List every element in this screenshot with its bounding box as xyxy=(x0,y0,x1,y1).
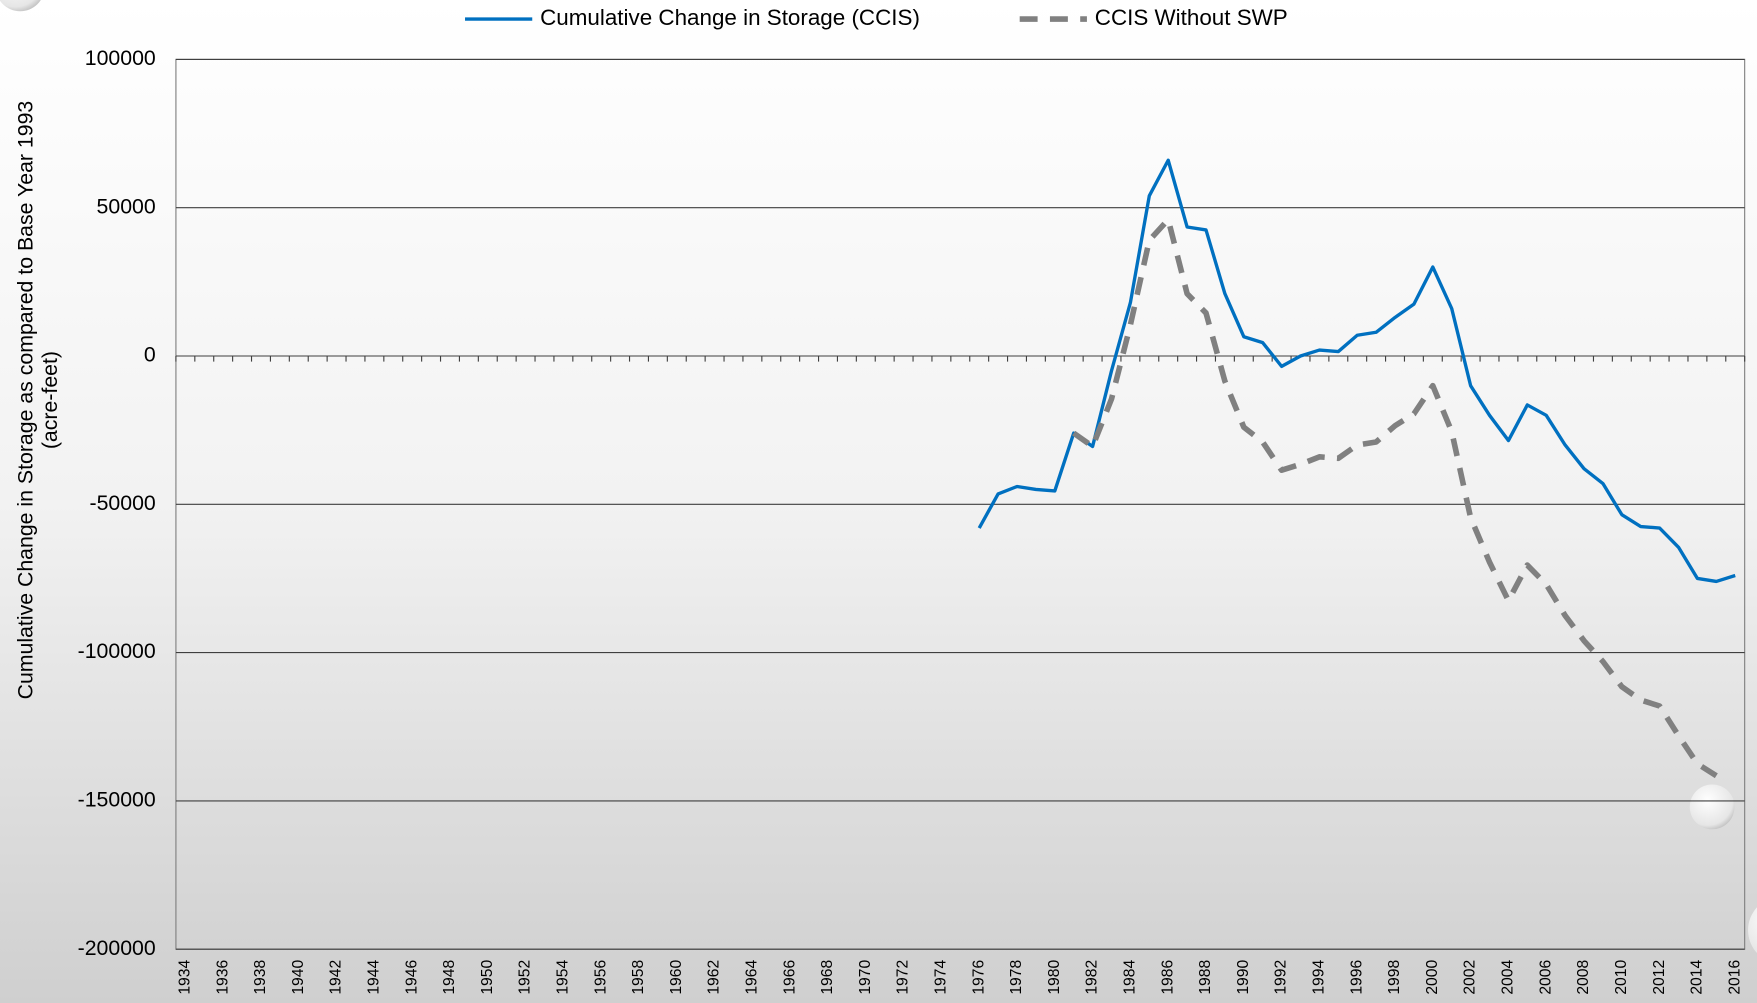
x-tick-label: 2010 xyxy=(1613,960,1630,995)
x-tick-label: 1990 xyxy=(1235,960,1252,995)
x-tick-label: 1982 xyxy=(1084,960,1101,995)
x-tick-label: 1940 xyxy=(290,960,307,995)
x-tick-label: 1970 xyxy=(857,960,874,995)
y-tick-label: -150000 xyxy=(78,788,156,812)
x-tick-label: 2004 xyxy=(1500,960,1517,995)
x-tick-label: 2000 xyxy=(1424,960,1441,995)
x-tick-label: 1954 xyxy=(555,960,572,995)
x-tick-label: 1998 xyxy=(1386,960,1403,995)
y-tick-label: -200000 xyxy=(78,936,156,960)
x-tick-label: 1994 xyxy=(1311,960,1328,995)
x-tick-label: 2014 xyxy=(1689,960,1706,995)
y-tick-label: 50000 xyxy=(97,194,156,218)
x-tick-label: 2008 xyxy=(1575,960,1592,995)
x-tick-label: 1996 xyxy=(1348,960,1365,995)
x-tick-label: 1956 xyxy=(592,960,609,995)
x-tick-label: 2002 xyxy=(1462,960,1479,995)
x-tick-label: 1972 xyxy=(895,960,912,995)
x-tick-label: 1948 xyxy=(441,960,458,995)
x-tick-label: 2012 xyxy=(1651,960,1668,995)
x-tick-label: 1938 xyxy=(252,960,269,995)
x-tick-label: 1976 xyxy=(970,960,987,995)
decoration xyxy=(1748,907,1757,954)
x-tick-label: 1962 xyxy=(706,960,723,995)
x-tick-label: 1980 xyxy=(1046,960,1063,995)
x-tick-label: 1950 xyxy=(479,960,496,995)
x-tick-label: 1974 xyxy=(933,960,950,995)
y-tick-label: 100000 xyxy=(85,46,156,70)
decoration xyxy=(0,0,41,12)
y-tick-label: 0 xyxy=(144,343,156,367)
x-tick-label: 1944 xyxy=(366,960,383,995)
y-axis-label: Cumulative Change in Storage as compared… xyxy=(14,101,38,700)
x-tick-label: 1978 xyxy=(1008,960,1025,995)
x-tick-label: 1964 xyxy=(744,960,761,995)
x-tick-label: 1942 xyxy=(328,960,345,995)
x-tick-label: 1958 xyxy=(630,960,647,995)
series-line xyxy=(1072,216,1718,779)
x-tick-label: 1966 xyxy=(781,960,798,995)
x-tick-label: 1946 xyxy=(403,960,420,995)
x-tick-label: 1936 xyxy=(214,960,231,995)
x-tick-label: 1968 xyxy=(819,960,836,995)
x-tick-label: 1952 xyxy=(517,960,534,995)
y-tick-label: -100000 xyxy=(78,639,156,663)
legend-label: Cumulative Change in Storage (CCIS) xyxy=(540,5,920,30)
decoration xyxy=(1689,784,1735,830)
y-tick-label: -50000 xyxy=(89,491,155,515)
legend-label: CCIS Without SWP xyxy=(1095,5,1288,30)
series-line xyxy=(977,158,1736,584)
x-tick-label: 1934 xyxy=(177,960,194,995)
x-tick-label: 1988 xyxy=(1197,960,1214,995)
x-tick-label: 2006 xyxy=(1537,960,1554,995)
y-axis-label: (acre-feet) xyxy=(38,351,62,449)
x-tick-label: 1992 xyxy=(1273,960,1290,995)
x-tick-label: 1960 xyxy=(668,960,685,995)
x-tick-label: 1984 xyxy=(1122,960,1139,995)
x-tick-label: 1986 xyxy=(1159,960,1176,995)
x-tick-label: 2016 xyxy=(1726,960,1743,995)
